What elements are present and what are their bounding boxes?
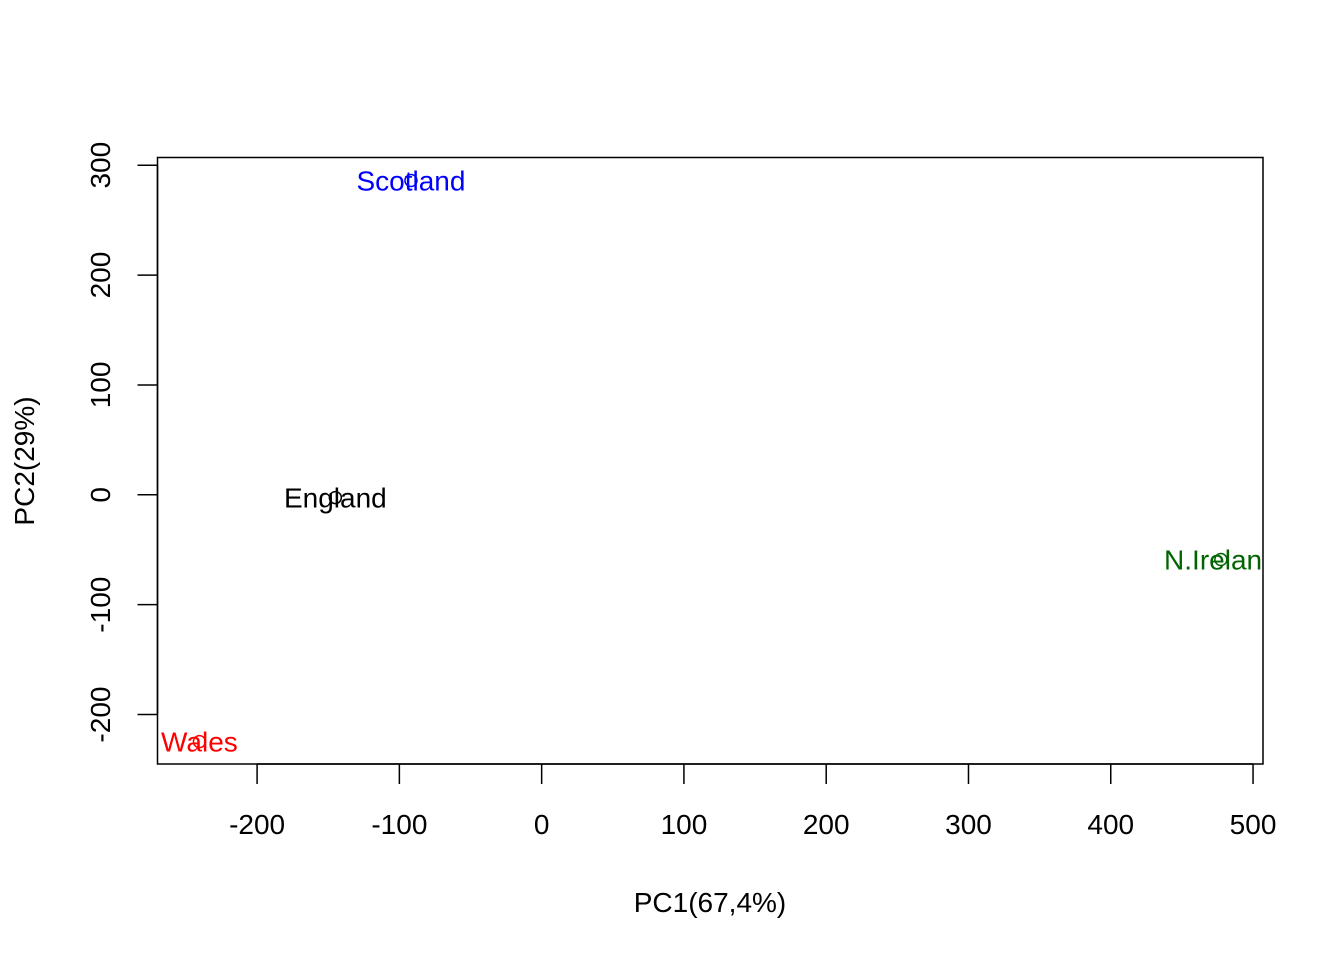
x-tick-label: 0 [534,809,550,840]
plot-frame [156,156,1264,765]
x-axis: -200 -100 0 100 200 300 400 500 [229,763,1277,840]
y-tick-label: -100 [85,577,116,633]
x-tick-label: -100 [371,809,427,840]
y-tick-label: 200 [85,252,116,299]
point-label: England [284,483,387,514]
x-axis-title: PC1(67,4%) [634,887,787,918]
y-tick-label: 100 [85,362,116,409]
x-tick-label: 400 [1087,809,1134,840]
data-point [192,734,207,749]
x-tick-label: 100 [661,809,708,840]
data-point [1214,552,1228,567]
y-axis-title: PC2(29%) [9,396,40,525]
y-tick-label: -200 [85,687,116,743]
point-label: Wales [161,727,238,758]
x-tick-label: -200 [229,809,285,840]
y-tick-label: 0 [85,487,116,503]
data-point [328,490,343,505]
point-label: N.Ireland [1164,545,1278,576]
x-tick-label: 300 [945,809,992,840]
data-points: England Wales Scotland N.Ireland [161,165,1278,758]
y-axis: -200 -100 0 100 200 300 [85,142,159,743]
data-point [404,173,418,188]
x-tick-label: 500 [1230,809,1277,840]
point-label: Scotland [356,165,465,196]
y-tick-label: 300 [85,142,116,189]
x-tick-label: 200 [803,809,850,840]
